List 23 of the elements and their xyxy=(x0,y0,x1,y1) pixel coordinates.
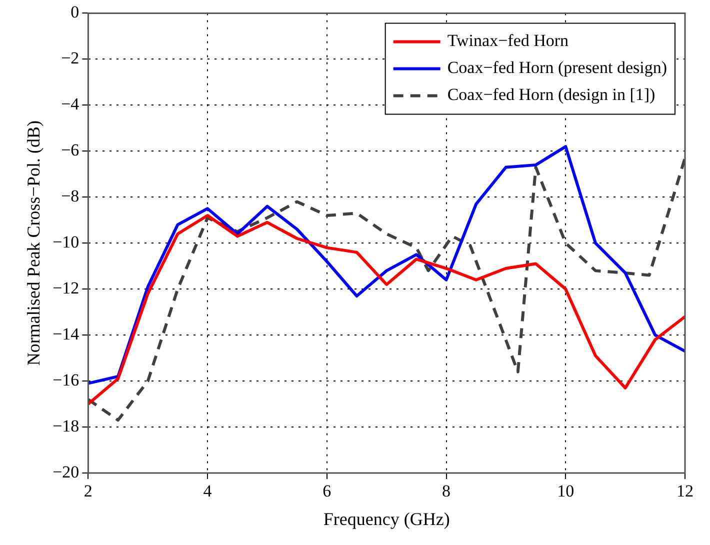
x-axis-title: Frequency (GHz) xyxy=(323,508,450,529)
x-tick-label: 10 xyxy=(557,482,574,501)
y-tick-label: 0 xyxy=(70,2,80,22)
line-series xyxy=(88,156,685,422)
y-tick-label: −12 xyxy=(52,278,80,298)
x-tick-label: 6 xyxy=(322,482,332,501)
legend-label: Coax−fed Horn (design in [1]) xyxy=(447,85,656,104)
y-tick-label: −2 xyxy=(61,48,80,68)
y-tick-label: −16 xyxy=(52,370,80,390)
y-tick-label: −8 xyxy=(61,186,80,206)
x-tick-label: 4 xyxy=(203,482,212,501)
y-tick-label: −6 xyxy=(61,140,80,160)
legend-label: Twinax−fed Horn xyxy=(447,31,570,50)
legend-label: Coax−fed Horn (present design) xyxy=(447,58,668,78)
y-tick-label: −14 xyxy=(52,324,80,344)
y-axis-title: Normalised Peak Cross−Pol. (dB) xyxy=(24,120,44,366)
y-tick-label: −20 xyxy=(52,462,80,482)
x-tick-label: 2 xyxy=(84,482,92,501)
x-tick-label: 12 xyxy=(676,482,694,501)
y-tick-label: −4 xyxy=(61,94,80,114)
y-tick-label: −18 xyxy=(52,416,80,436)
y-tick-label: −10 xyxy=(52,232,80,252)
x-tick-label: 8 xyxy=(442,482,451,501)
